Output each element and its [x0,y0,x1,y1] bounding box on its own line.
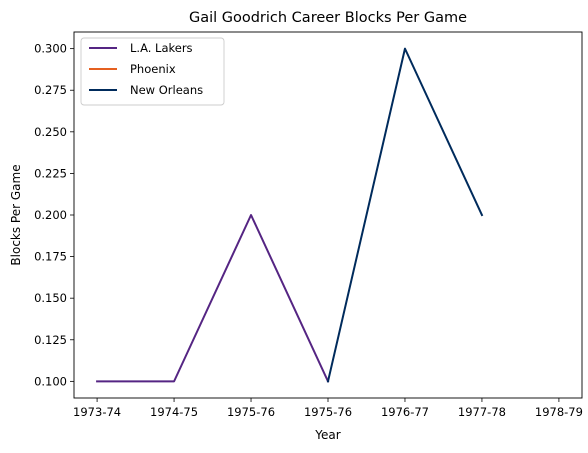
x-tick-label: 1973-74 [73,405,121,419]
legend-label: New Orleans [130,83,203,97]
y-tick-label: 0.225 [34,166,67,180]
legend-label: Phoenix [130,62,176,76]
x-tick-label: 1975-76 [227,405,275,419]
series-line [96,214,330,383]
y-tick-label: 0.275 [34,83,67,97]
x-tick-label: 1976-77 [381,405,429,419]
axis-ticks: 0.100 0.125 0.150 0.175 0.200 0.225 0.250 0.275… [34,42,583,419]
legend: L.A. Lakers Phoenix New Orleans [80,37,225,106]
x-tick-label: 1975-76 [304,405,352,419]
y-tick-label: 0.100 [34,374,67,388]
x-tick-label: 1978-79 [535,405,583,419]
y-tick-label: 0.300 [34,42,67,56]
legend-label: L.A. Lakers [130,41,193,55]
y-tick-label: 0.200 [34,208,67,222]
y-axis-label: Blocks Per Game [9,164,23,265]
y-tick-label: 0.175 [34,250,67,264]
x-axis-label: Year [314,428,340,442]
x-tick-label: 1977-78 [458,405,506,419]
legend-box [80,37,225,106]
x-tick-label: 1974-75 [150,405,198,419]
chart-title: Gail Goodrich Career Blocks Per Game [189,10,467,26]
y-tick-label: 0.150 [34,291,67,305]
plot-area-frame [73,31,583,399]
y-tick-label: 0.125 [34,333,67,347]
series-lines [96,47,484,383]
y-tick-label: 0.250 [34,125,67,139]
series-line [326,47,484,383]
